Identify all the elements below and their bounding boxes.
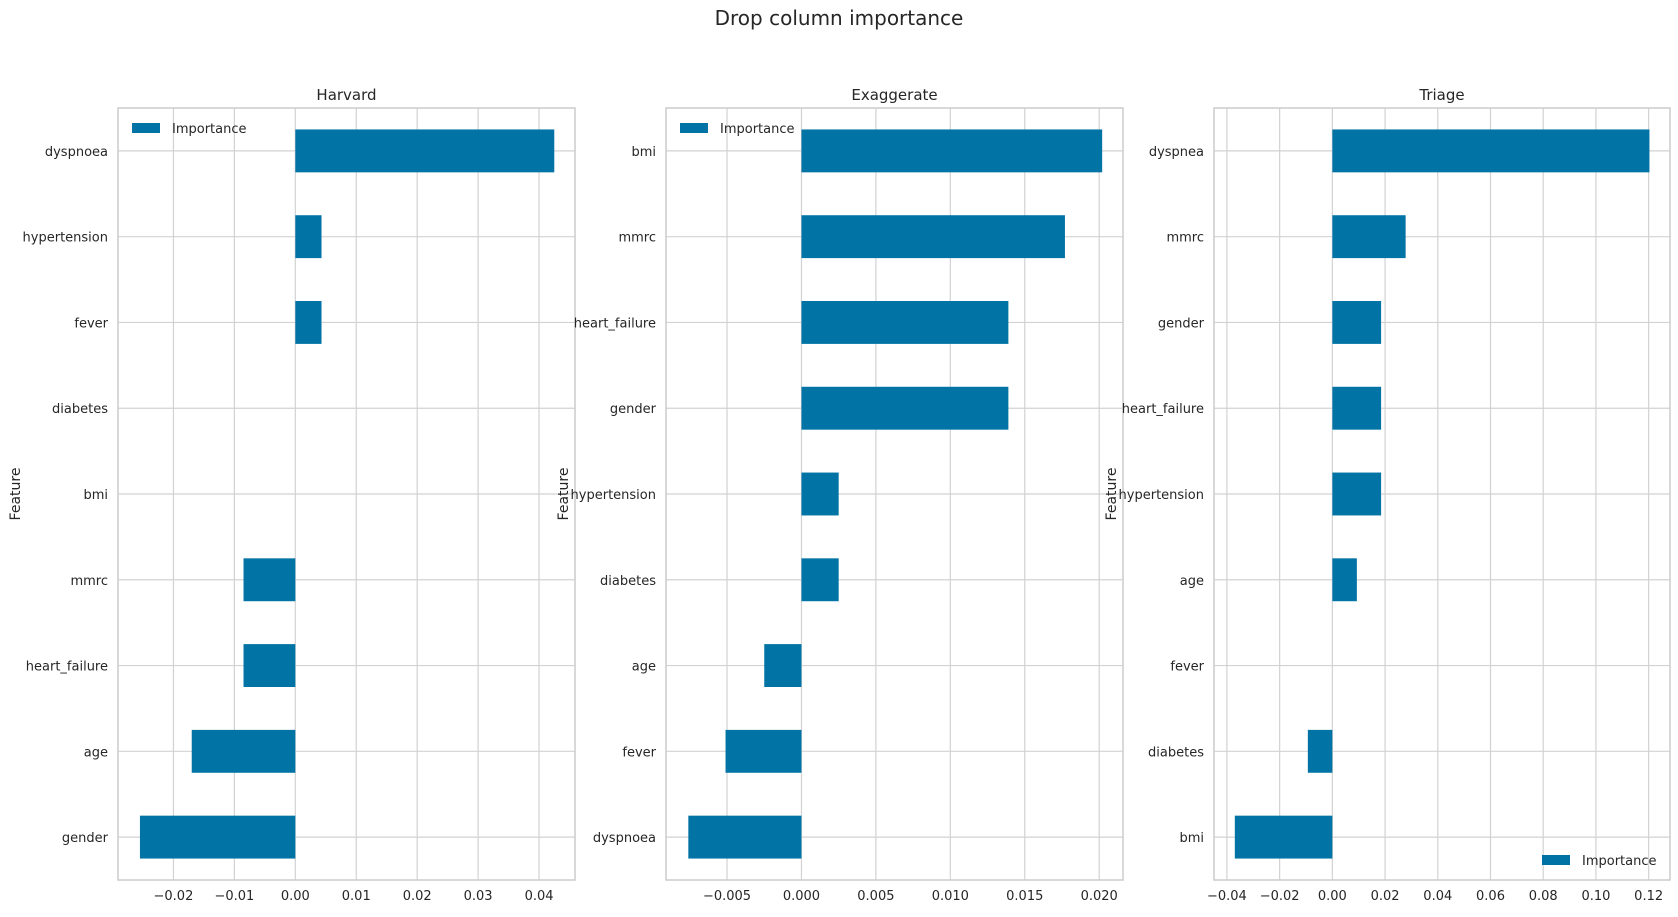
y-tick-label: mmrc [618,231,656,246]
legend-swatch [1542,855,1570,865]
bar [1332,215,1406,259]
y-tick-label: age [1180,574,1204,589]
x-tick-label: 0.015 [1006,889,1043,904]
x-tick-label: 0.00 [1318,889,1347,904]
bar [1332,558,1357,602]
y-tick-label: fever [622,745,656,760]
x-tick-label: 0.04 [1423,889,1452,904]
bar [1332,129,1650,173]
y-tick-label: bmi [1179,831,1204,846]
legend: Importance [132,122,247,137]
y-tick-label: diabetes [1148,745,1204,760]
subplot-title: Triage [1418,86,1464,104]
y-tick-label: diabetes [600,574,656,589]
y-tick-label: dyspnoea [593,831,656,846]
x-tick-label: 0.02 [403,889,432,904]
y-tick-label: hypertension [571,488,656,503]
x-tick-label: 0.03 [464,889,493,904]
plot-frame [665,107,1124,881]
bar [191,729,296,773]
x-tick-label: 0.020 [1081,889,1118,904]
y-tick-label: heart_failure [26,660,108,675]
bar [725,729,802,773]
y-tick-label: gender [610,402,657,417]
bar [1234,815,1333,859]
y-tick-label: heart_failure [574,316,656,331]
legend-label: Importance [1582,854,1657,869]
bar [243,558,296,602]
y-tick-label: diabetes [52,402,108,417]
bar [801,129,1103,173]
bar [801,301,1009,344]
legend: Importance [680,122,795,137]
y-axis-label: Feature [8,468,24,521]
y-tick-label: hypertension [23,231,108,246]
bar [295,301,322,344]
bar [764,644,802,687]
x-tick-label: 0.00 [281,889,310,904]
x-tick-label: −0.02 [154,889,194,904]
y-tick-label: mmrc [70,574,108,589]
legend: Importance [1542,854,1657,869]
y-tick-label: age [632,660,656,675]
bar [1332,472,1382,516]
y-tick-label: heart_failure [1122,402,1204,417]
x-tick-label: −0.01 [214,889,254,904]
bar [1332,301,1382,344]
x-tick-label: 0.005 [857,889,894,904]
bar [243,644,296,687]
subplot-2: Triage dyspnea mmrc gender heart_failurehype… [1104,86,1671,904]
bar [801,215,1065,259]
x-tick-label: 0.000 [783,889,820,904]
subplot-0: Harvard dyspnoea hypertension fever diabetes… [8,86,576,904]
x-tick-label: −0.04 [1207,889,1247,904]
y-axis-label: Feature [1104,468,1120,521]
bar [139,815,296,859]
plot-frame [1213,107,1671,881]
legend-swatch [132,123,160,133]
plot-frame [117,107,576,881]
subplot-title: Exaggerate [851,86,937,104]
y-tick-label: fever [1170,660,1204,675]
bar [295,129,555,173]
bar [801,386,1009,430]
legend-swatch [680,123,708,133]
y-tick-label: bmi [83,488,108,503]
bar [1332,386,1382,430]
bar [801,472,839,516]
x-tick-label: −0.005 [703,889,751,904]
y-tick-label: fever [74,316,108,331]
y-tick-label: gender [1158,316,1205,331]
x-tick-label: 0.04 [525,889,554,904]
x-tick-label: 0.01 [342,889,371,904]
figure-title: Drop column importance [714,6,964,30]
y-tick-label: dyspnoea [45,145,108,160]
x-tick-label: −0.02 [1260,889,1300,904]
x-tick-label: 0.02 [1371,889,1400,904]
bar [295,215,322,259]
x-tick-label: 0.12 [1634,889,1663,904]
legend-label: Importance [720,122,795,137]
y-tick-label: bmi [631,145,656,160]
x-tick-label: 0.06 [1476,889,1505,904]
x-tick-label: 0.08 [1529,889,1558,904]
y-tick-label: age [84,745,108,760]
y-axis-label: Feature [556,468,572,521]
y-tick-label: hypertension [1119,488,1204,503]
y-tick-label: gender [62,831,109,846]
bar [688,815,802,859]
y-tick-label: mmrc [1166,231,1204,246]
bar [1307,729,1333,773]
x-tick-label: 0.10 [1581,889,1610,904]
legend-label: Importance [172,122,247,137]
x-tick-label: 0.010 [932,889,969,904]
y-tick-label: dyspnea [1149,145,1204,160]
subplot-title: Harvard [316,86,376,104]
bar [801,558,839,602]
